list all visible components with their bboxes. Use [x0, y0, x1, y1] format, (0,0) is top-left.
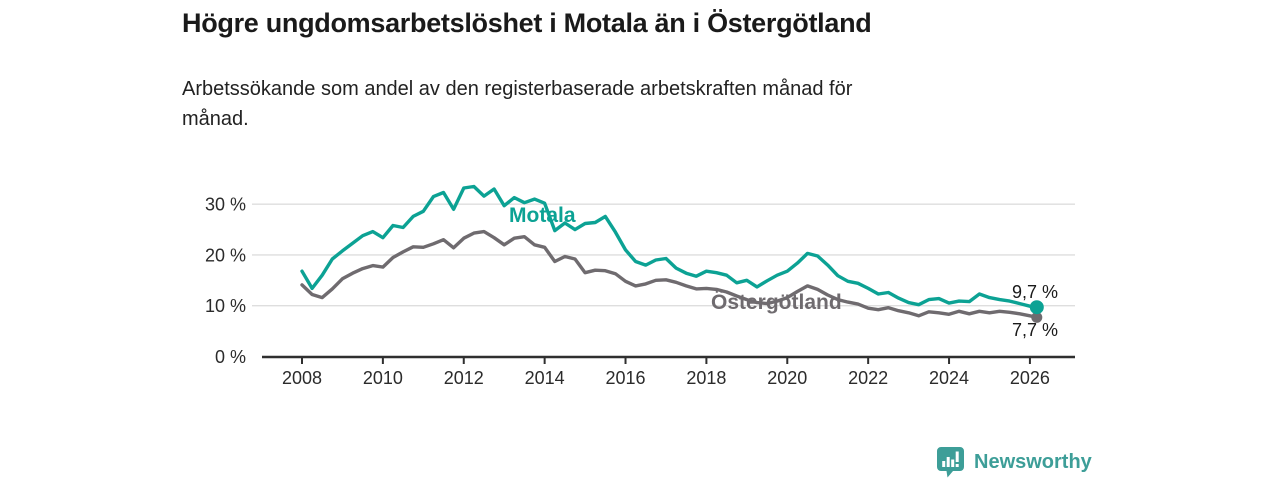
x-tick-label: 2026 — [1010, 368, 1050, 388]
x-tick-label: 2016 — [605, 368, 645, 388]
subtitle-line-1: Arbetssökande som andel av den registerb… — [182, 78, 853, 100]
end-value-label-motala: 9,7 % — [1012, 282, 1058, 302]
x-tick-label: 2020 — [767, 368, 807, 388]
series-end-dot-stergtland — [1031, 311, 1043, 323]
newsworthy-brand: Newsworthy — [936, 446, 1092, 478]
x-tick-label: 2008 — [282, 368, 322, 388]
x-tick-label: 2012 — [444, 368, 484, 388]
x-tick-label: 2014 — [525, 368, 565, 388]
end-value-label-ostergotland: 7,7 % — [1012, 320, 1058, 340]
page-title: Högre ungdomsarbetslöshet i Motala än i … — [182, 8, 872, 38]
x-tick-label: 2022 — [848, 368, 888, 388]
series-layer — [300, 184, 1044, 323]
page-subtitle: Arbetssökande som andel av den registerb… — [182, 74, 1082, 134]
bar-chart-speech-bubble-icon — [937, 447, 964, 478]
series-end-dot-motala — [1029, 300, 1044, 315]
brand-name: Newsworthy — [974, 450, 1092, 473]
subtitle-line-2: månad. — [182, 108, 249, 130]
series-line-stergtland — [300, 229, 1039, 319]
y-tick-label: 10 % — [205, 296, 246, 316]
y-tick-label: 20 % — [205, 245, 246, 265]
x-tick-label: 2010 — [363, 368, 403, 388]
y-tick-label: 30 % — [205, 195, 246, 215]
gridlines-layer — [252, 203, 1075, 307]
x-tick-label: 2018 — [686, 368, 726, 388]
series-line-motala — [300, 184, 1039, 309]
axis-layer: 2008 2010 2012 2014 2016 2018 2020 2022 2024 2026… — [205, 195, 1075, 388]
x-tick-label: 2024 — [929, 368, 969, 388]
y-tick-label: 0 % — [215, 347, 246, 367]
series-label-motala: Motala — [509, 204, 576, 227]
series-label-ostergotland: Östergötland — [711, 291, 842, 314]
